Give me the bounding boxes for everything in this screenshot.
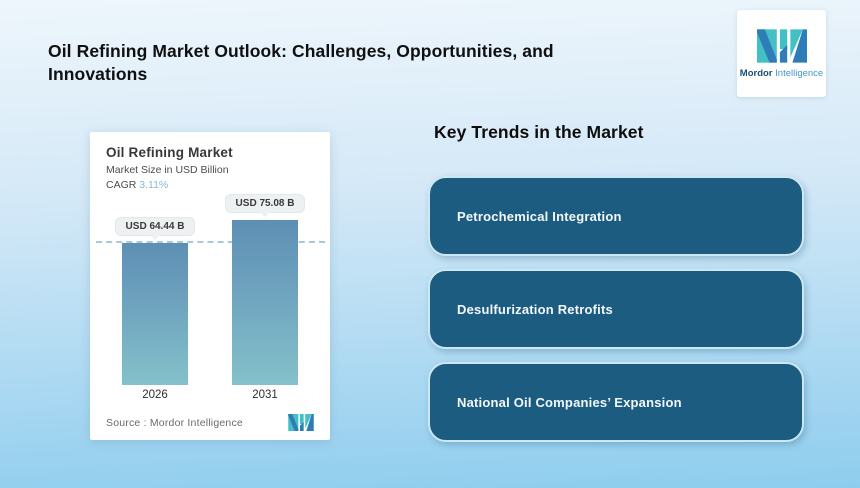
cagr-value: 3.11% [139,179,169,191]
trend-box-national-oil-companies-expansion: National Oil Companies’ Expansion [428,362,804,442]
source-label: Source : [106,416,147,429]
chart-title: Oil Refining Market [106,145,233,160]
value-label-2026: USD 64.44 B [114,217,196,240]
brand-name-regular: Intelligence [775,67,824,79]
source-text: Source : Mordor Intelligence [106,417,243,429]
source-row: Source : Mordor Intelligence [106,414,314,431]
trend-label: National Oil Companies’ Expansion [457,394,682,410]
trend-box-petrochemical-integration: Petrochemical Integration [428,176,804,256]
brand-name-bold: Mordor [739,67,773,79]
bar-2026 [122,243,188,385]
cagr-label: CAGR [106,179,137,191]
x-axis-labels: 2026 2031 [106,389,314,401]
trend-box-desulfurization-retrofits: Desulfurization Retrofits [428,269,804,349]
source-value: Mordor Intelligence [149,416,243,429]
brand-logo: Mordor Intelligence [737,10,826,97]
trend-label: Desulfurization Retrofits [457,301,613,317]
brand-wordmark: Mordor Intelligence [740,68,823,79]
x-tick-2026: 2026 [142,389,168,401]
bar-group-2026: USD 64.44 B [114,217,196,385]
dashed-guideline [96,241,325,243]
x-tick-2031: 2031 [252,389,278,401]
chart-cagr: CAGR 3.11% [106,179,314,191]
bar-chart-plot: USD 64.44 B USD 75.08 B [96,194,325,385]
bar-2031 [232,220,298,385]
mordor-logo-icon [756,28,807,63]
trends-heading: Key Trends in the Market [434,122,644,142]
value-label-2031: USD 75.08 B [224,194,306,217]
trends-list: Petrochemical Integration Desulfurizatio… [428,176,804,442]
bar-group-2031: USD 75.08 B [224,194,306,385]
chart-subtitle: Market Size in USD Billion [106,164,229,176]
mordor-mini-logo-icon [288,414,314,431]
trend-label: Petrochemical Integration [457,208,622,224]
slide-title: Oil Refining Market Outlook: Challenges,… [48,41,554,85]
market-chart-card: Oil Refining Market Market Size in USD B… [90,132,330,440]
